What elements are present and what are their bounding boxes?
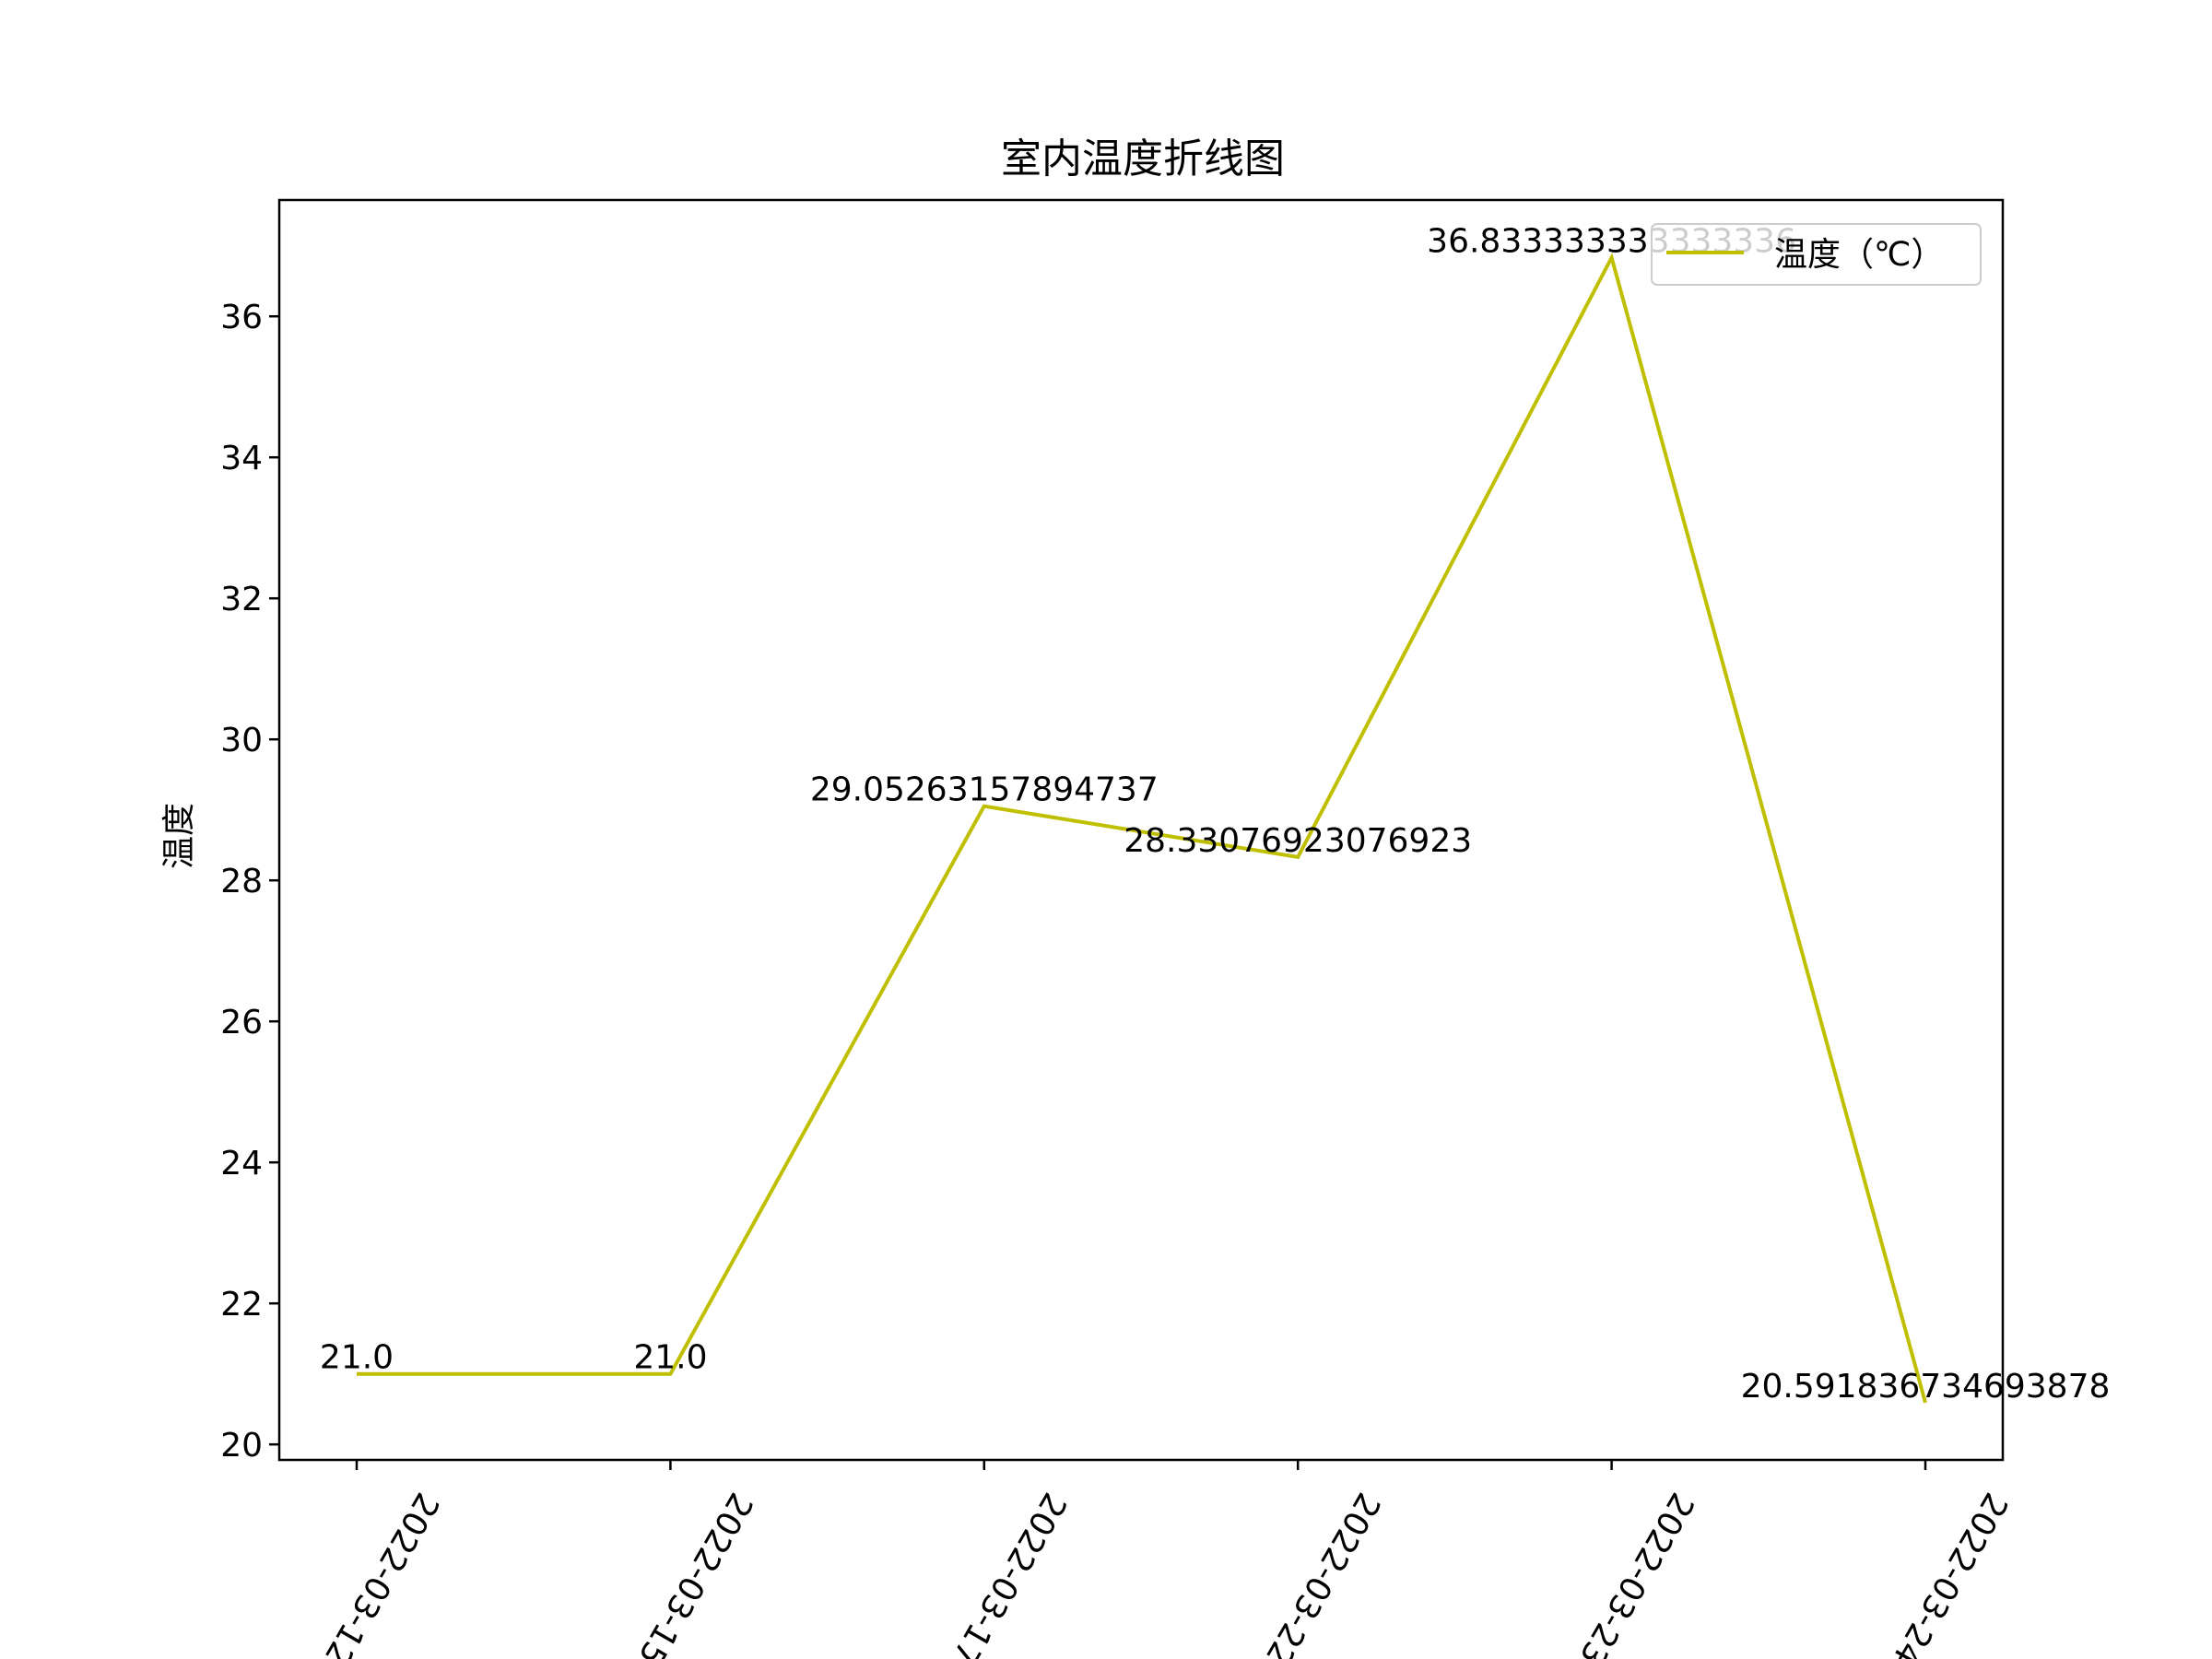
data-label: 21.0 <box>320 1339 394 1377</box>
x-tick-label: 2022-03-17 <box>944 1487 1073 1659</box>
y-tick-label: 24 <box>220 1145 263 1182</box>
legend-label: 温度（℃） <box>1774 236 1944 274</box>
y-tick-label: 20 <box>220 1427 263 1465</box>
y-tick-label: 28 <box>220 863 263 900</box>
data-label: 29.05263157894737 <box>810 771 1159 809</box>
y-axis: 20 22 24 26 28 30 32 34 36 <box>220 299 279 1465</box>
y-tick-label: 32 <box>220 581 263 618</box>
y-tick-label: 30 <box>220 722 263 759</box>
y-tick-label: 26 <box>220 1004 263 1041</box>
data-labels: 21.0 21.0 29.05263157894737 28.330769230769… <box>320 222 2110 1405</box>
y-tick-label: 36 <box>220 299 263 336</box>
y-axis-label: 温度 <box>160 803 198 869</box>
data-label: 28.33076923076923 <box>1124 822 1472 860</box>
x-axis: 2022-03-12 2022-03-15 2022-03-17 2022-03-22… <box>317 1460 2015 1659</box>
x-tick-label: 2022-03-12 <box>317 1487 446 1659</box>
data-label: 21.0 <box>633 1339 707 1377</box>
data-label: 20.591836734693878 <box>1741 1368 2111 1406</box>
legend: 温度（℃） <box>1652 224 1981 285</box>
x-tick-label: 2022-03-23 <box>1571 1487 1700 1659</box>
chart-title: 室内温度折线图 <box>1001 135 1285 182</box>
y-tick-label: 34 <box>220 440 263 477</box>
x-tick-label: 2022-03-22 <box>1258 1487 1387 1659</box>
y-tick-label: 22 <box>220 1286 263 1324</box>
x-tick-label: 2022-03-24 <box>1886 1487 2015 1659</box>
x-tick-label: 2022-03-15 <box>630 1487 759 1659</box>
